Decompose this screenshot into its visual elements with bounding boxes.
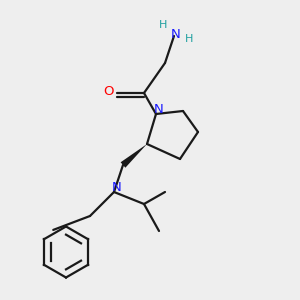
Text: H: H (159, 20, 168, 31)
Text: H: H (185, 34, 193, 44)
Text: N: N (171, 28, 180, 41)
Text: N: N (154, 103, 164, 116)
Text: N: N (112, 181, 122, 194)
Text: O: O (103, 85, 113, 98)
Polygon shape (121, 144, 147, 168)
